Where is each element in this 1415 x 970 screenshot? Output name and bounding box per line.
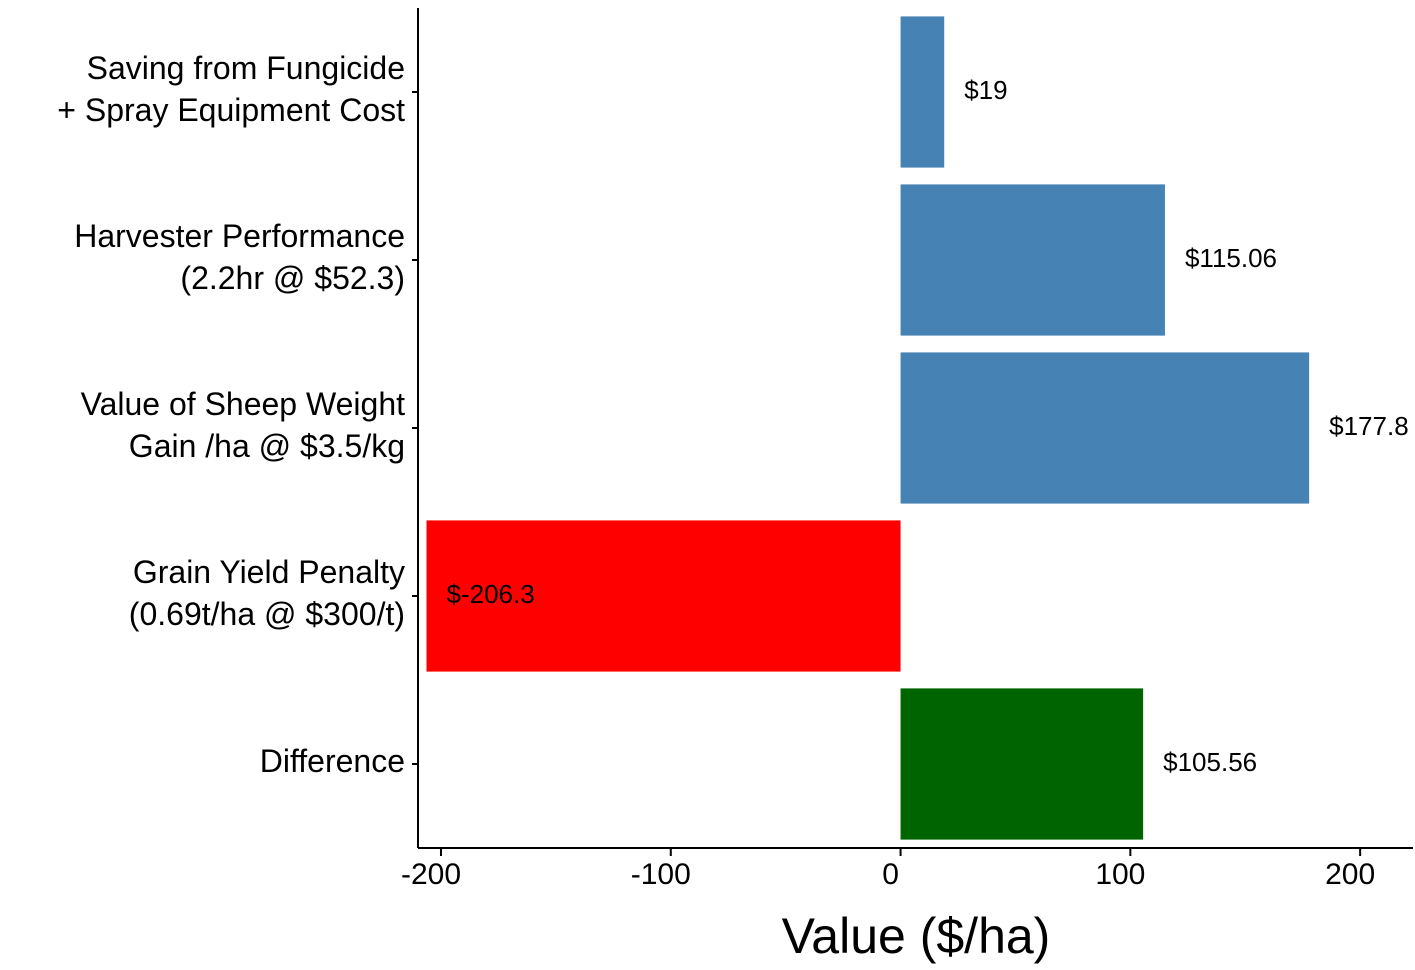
x-tick-label: 0 (882, 858, 899, 891)
y-tick-label-line: Gain /ha @ $3.5/kg (129, 428, 405, 464)
bar (426, 520, 901, 672)
x-tick-label: 200 (1325, 858, 1375, 891)
y-tick-label: Grain Yield Penalty (0.69t/ha @ $300/t) (129, 554, 405, 632)
y-tick-label-line: Difference (260, 743, 405, 779)
value-label: $19 (964, 75, 1007, 105)
value-label: $115.06 (1185, 243, 1277, 273)
y-tick-label: Difference (260, 743, 405, 779)
y-tick-label-line: (0.69t/ha @ $300/t) (129, 596, 405, 632)
bar (900, 688, 1144, 840)
y-tick-label-line: + Spray Equipment Cost (57, 92, 405, 128)
value-label: $-206.3 (447, 579, 535, 609)
bar (900, 184, 1165, 336)
x-tick-label: -100 (631, 858, 691, 891)
y-tick-label-line: Value of Sheep Weight (81, 386, 405, 422)
y-tick-label: Value of Sheep Weight Gain /ha @ $3.5/kg (81, 386, 405, 464)
y-tick-label: Saving from Fungicide + Spray Equipment C… (57, 50, 405, 128)
x-tick-label: 100 (1095, 858, 1145, 891)
value-label: $105.56 (1163, 747, 1257, 777)
y-tick-label-line: Harvester Performance (74, 218, 405, 254)
y-tick-label-line: (2.2hr @ $52.3) (180, 260, 405, 296)
bar (900, 352, 1310, 504)
value-label: $177.8 (1329, 411, 1409, 441)
y-tick-label: Harvester Performance (2.2hr @ $52.3) (74, 218, 405, 296)
y-tick-label-line: Saving from Fungicide (87, 50, 405, 86)
bar (900, 16, 945, 168)
y-tick-label-line: Grain Yield Penalty (133, 554, 405, 590)
x-axis-title: Value ($/ha) (782, 908, 1051, 964)
x-tick-label: -200 (401, 858, 461, 891)
